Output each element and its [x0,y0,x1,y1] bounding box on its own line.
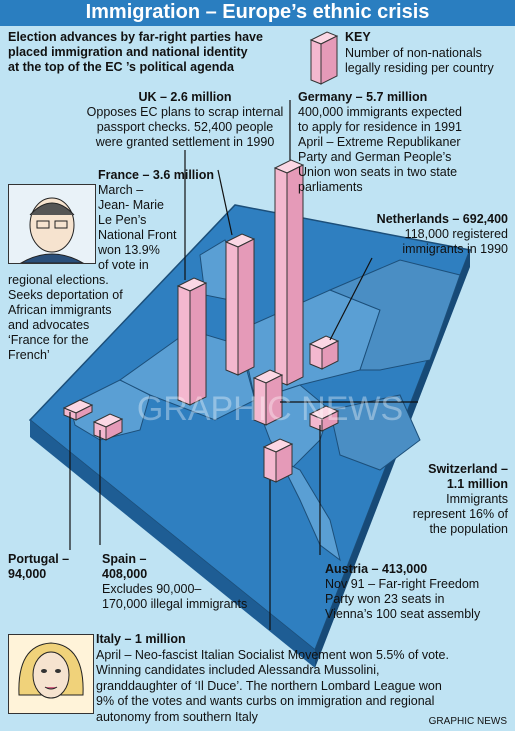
uk-callout: UK – 2.6 million Opposes EC plans to scr… [80,90,290,150]
germany-line: parliaments [298,180,363,194]
spain-line: 170,000 illegal immigrants [102,597,248,611]
france-line: regional elections. [8,273,109,287]
germany-line: to apply for residence in 1991 [298,120,462,134]
switzerland-line: the population [429,522,508,536]
netherlands-line: 118,000 registered [404,227,508,241]
page-title: Immigration – Europe’s ethnic crisis [85,1,430,23]
le-pen-portrait [8,184,96,264]
austria-line: Vienna’s 100 seat assembly [325,607,481,621]
switzerland-line: represent 16% of [412,507,508,521]
netherlands-name: Netherlands – 692,400 [376,212,508,226]
key-line: Number of non-nationals [345,46,482,60]
intro-line: placed immigration and national identity [8,45,248,59]
germany-line: 400,000 immigrants expected [298,105,462,119]
austria-line: Party won 23 seats in [325,592,445,606]
bar-germany [273,159,305,386]
france-line: ‘France for the [8,333,89,347]
austria-line: Nov 91 – Far-right Freedom [325,577,480,591]
spain-name: Spain – [102,552,147,566]
netherlands-line: immigrants in 1990 [402,242,508,256]
france-line: Jean- Marie [98,198,164,212]
germany-name: Germany – 5.7 million [298,90,428,104]
bar-france [224,233,256,376]
netherlands-callout: Netherlands – 692,400 118,000 registered… [330,212,508,257]
mussolini-portrait [8,634,94,714]
italy-callout: Italy – 1 million April – Neo-fascist It… [96,632,510,725]
switzerland-line: Immigrants [446,492,508,506]
italy-name: Italy – 1 million [96,632,186,646]
italy-line: 9% of the votes and wants curbs on immig… [96,694,435,708]
intro-line: at the top of the EC ’s political agenda [8,60,234,74]
france-line: and advocates [8,318,90,332]
france-callout-cont: regional elections. Seeks deportation of… [8,273,168,363]
switzerland-name: Switzerland – [428,462,508,476]
bar-uk [176,277,208,406]
credit-text: GRAPHIC NEWS [428,716,507,727]
key-legend: Number of non-nationals legally residing… [345,46,494,76]
france-line: Seeks deportation of [8,288,123,302]
france-line: Le Pen’s [98,213,147,227]
portugal-name: 94,000 [8,567,47,581]
uk-line: were granted settlement in 1990 [95,135,275,149]
watermark-text: GRAPHIC NEWS [137,390,403,428]
germany-callout: Germany – 5.7 million 400,000 immigrants… [298,90,508,195]
bar-italy [262,438,294,483]
intro-line: Election advances by far-right parties h… [8,30,263,44]
spain-callout: Spain – 408,000 Excludes 90,000– 170,000… [102,552,272,612]
portugal-name: Portugal – [8,552,70,566]
france-line: of vote in [98,258,149,272]
france-line: African immigrants [8,303,112,317]
title-bar [0,0,515,26]
france-line: March – [98,183,144,197]
switzerland-callout: Switzerland – 1.1 million Immigrants rep… [380,462,508,537]
germany-line: April – Extreme Republikaner [298,135,461,149]
austria-name: Austria – 413,000 [325,562,428,576]
bar-netherlands [308,335,340,370]
italy-line: Winning candidates included Alessandra M… [96,663,380,677]
spain-line: Excludes 90,000– [102,582,202,596]
italy-line: granddaughter of ‘Il Duce’. The northern… [96,678,442,693]
portugal-callout: Portugal – 94,000 [8,552,69,582]
france-line: won 13.9% [98,243,160,257]
spain-name: 408,000 [102,567,148,581]
key-bar-icon [309,31,339,85]
germany-line: Union won seats in two state [298,165,458,179]
germany-line: Party and German People’s [298,150,452,164]
france-callout: France – 3.6 million March – Jean- Marie… [98,168,218,273]
italy-line: April – Neo-fascist Italian Socialist Mo… [96,647,449,662]
key-heading: KEY [345,30,371,44]
austria-callout: Austria – 413,000 Nov 91 – Far-right Fre… [325,562,510,622]
key-line: legally residing per country [345,61,494,75]
bar-switzerland [252,369,284,426]
france-name: France – 3.6 million [98,168,215,182]
switzerland-name: 1.1 million [446,477,508,491]
france-line: National Front [98,228,177,242]
france-line: French’ [8,348,50,362]
bar-austria [308,405,340,432]
italy-line: autonomy from southern Italy [96,709,258,724]
uk-line: Opposes EC plans to scrap internal [86,105,284,119]
uk-name: UK – 2.6 million [138,90,232,104]
uk-line: passport checks. 52,400 people [96,120,274,134]
intro-text: Election advances by far-right parties h… [8,30,263,75]
